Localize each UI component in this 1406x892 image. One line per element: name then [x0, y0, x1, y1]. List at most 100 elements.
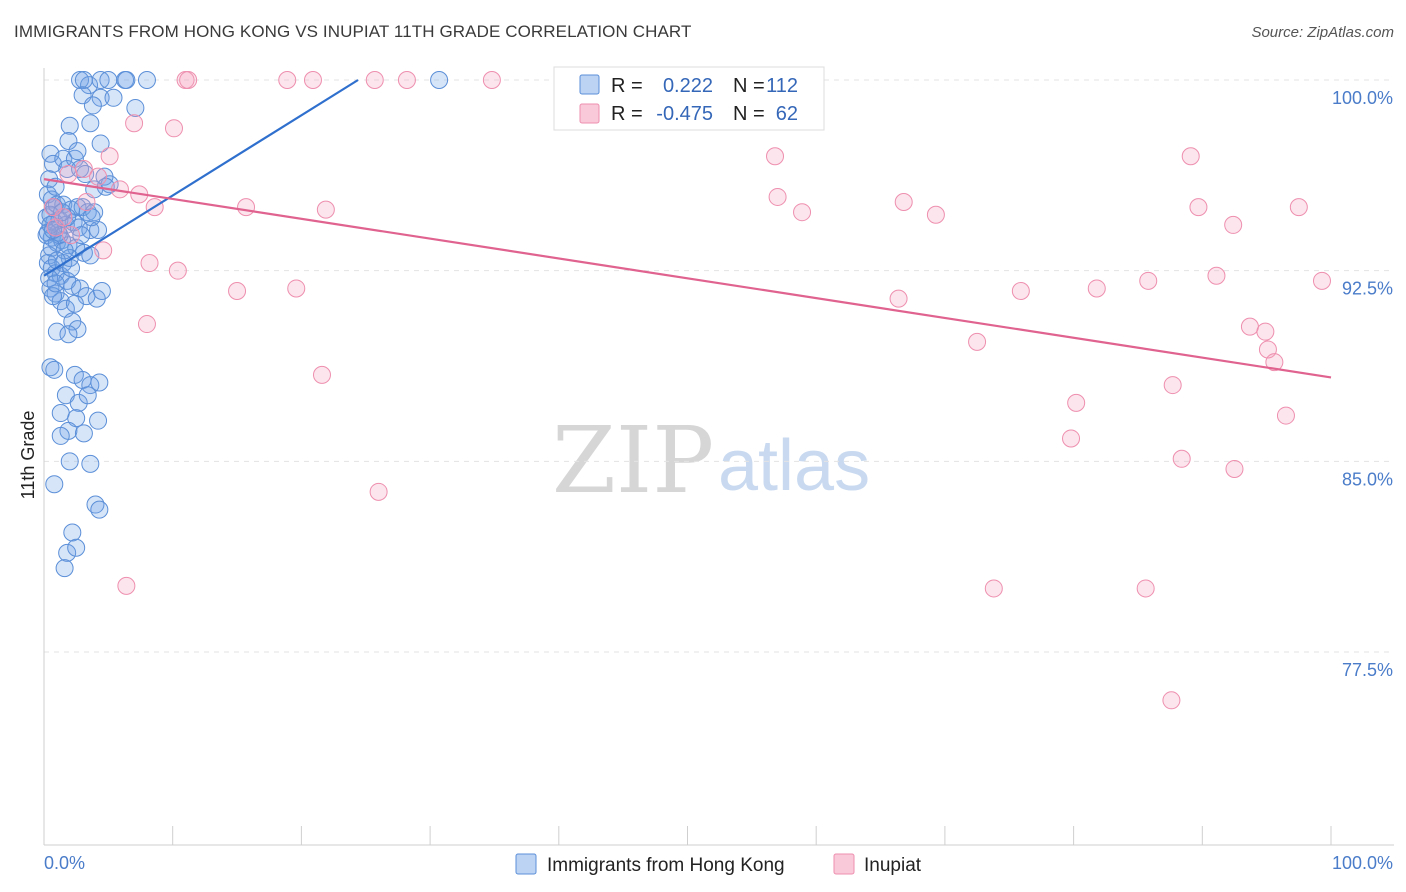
point-inupiat [968, 332, 987, 351]
point-hong-kong [51, 404, 70, 423]
legend-swatch-blue [579, 74, 600, 95]
point-inupiat [140, 254, 159, 273]
point-hong-kong [78, 386, 97, 405]
point-inupiat [1139, 271, 1158, 290]
gridlines [44, 79, 1394, 653]
point-inupiat [1062, 429, 1081, 448]
point-hong-kong [63, 523, 82, 542]
point-inupiat [228, 282, 247, 301]
point-hong-kong [90, 500, 109, 519]
point-hong-kong [89, 411, 108, 430]
point-inupiat [482, 71, 501, 89]
point-inupiat [137, 315, 156, 334]
point-hong-kong [44, 220, 63, 239]
point-hong-kong [82, 208, 101, 227]
point-hong-kong [430, 71, 449, 89]
point-hong-kong [71, 71, 90, 89]
trend-lines [43, 79, 1332, 379]
series-legend: Immigrants from Hong Kong Inupiat [515, 853, 922, 876]
watermark-zip: ZIP [552, 407, 714, 514]
legend-r-label-blue: R = [611, 75, 643, 97]
data-points [37, 71, 1331, 710]
point-inupiat [1276, 406, 1295, 425]
point-hong-kong [59, 325, 78, 344]
series-legend-label-hong-kong: Immigrants from Hong Kong [547, 855, 785, 876]
point-hong-kong [81, 454, 100, 473]
point-inupiat [1011, 282, 1030, 301]
point-hong-kong [55, 559, 74, 578]
point-hong-kong [137, 71, 156, 89]
point-hong-kong [91, 71, 110, 89]
point-hong-kong [60, 116, 79, 135]
y-tick-label: 92.5% [1342, 279, 1393, 299]
point-hong-kong [44, 154, 63, 173]
point-hong-kong [81, 114, 100, 133]
point-inupiat [1265, 353, 1284, 372]
y-tick-label: 77.5% [1342, 660, 1393, 680]
point-inupiat [77, 193, 96, 212]
point-inupiat [1181, 147, 1200, 166]
point-hong-kong [51, 426, 70, 445]
point-inupiat [1256, 322, 1275, 341]
point-hong-kong [45, 360, 64, 379]
point-inupiat [1172, 449, 1191, 468]
chart-title: IMMIGRANTS FROM HONG KONG VS INUPIAT 11T… [14, 22, 692, 41]
series-legend-swatch-hong-kong [515, 853, 537, 875]
trend-line-inupiat [43, 178, 1332, 379]
point-inupiat [168, 261, 187, 280]
point-inupiat [59, 165, 78, 184]
point-hong-kong [74, 71, 93, 89]
trend-line-hong-kong [43, 79, 359, 277]
point-hong-kong [47, 322, 66, 341]
legend-swatch-pink [579, 103, 600, 124]
point-hong-kong [68, 320, 87, 339]
legend-r-value-blue: 0.222 [663, 75, 713, 97]
point-inupiat [1312, 271, 1331, 290]
point-inupiat [793, 203, 812, 222]
point-inupiat [1289, 198, 1308, 217]
point-inupiat [312, 365, 331, 384]
point-inupiat [117, 576, 136, 595]
point-inupiat [46, 218, 65, 237]
point-inupiat [278, 71, 297, 89]
point-inupiat [1087, 279, 1106, 298]
series-legend-swatch-inupiat [833, 853, 855, 875]
point-inupiat [768, 187, 787, 206]
point-hong-kong [126, 98, 145, 117]
y-axis-label: 11th Grade [18, 411, 38, 500]
point-inupiat [54, 208, 73, 227]
point-inupiat [89, 167, 108, 186]
point-inupiat [316, 200, 335, 219]
point-inupiat [287, 279, 306, 298]
point-inupiat [766, 147, 785, 166]
point-inupiat [1162, 691, 1181, 710]
point-inupiat [1224, 215, 1243, 234]
point-inupiat [397, 71, 416, 89]
point-hong-kong [46, 274, 65, 293]
point-hong-kong [99, 71, 118, 89]
point-inupiat [1136, 579, 1155, 598]
point-inupiat [100, 147, 119, 166]
point-inupiat [125, 114, 144, 133]
series-legend-label-inupiat: Inupiat [864, 855, 922, 876]
x-tick-label-left: 0.0% [44, 853, 85, 873]
legend-n-value-pink: 62 [776, 103, 798, 125]
point-inupiat [1225, 459, 1244, 478]
point-inupiat [1189, 198, 1208, 217]
source-label: Source: ZipAtlas.com [1251, 24, 1394, 41]
point-hong-kong [83, 96, 102, 115]
legend-r-label-pink: R = [611, 103, 643, 125]
stats-legend: R = 0.222 N = 112 R = -0.475 N = 62 [553, 66, 825, 131]
point-inupiat [164, 119, 183, 138]
point-hong-kong [74, 424, 93, 443]
point-hong-kong [59, 132, 78, 151]
y-tick-labels: 100.0% 92.5% 85.0% 77.5% [1332, 88, 1393, 680]
point-hong-kong [68, 142, 87, 161]
point-inupiat [369, 482, 388, 501]
point-hong-kong [91, 134, 110, 153]
legend-r-value-pink: -0.475 [656, 103, 713, 125]
point-hong-kong [104, 88, 123, 107]
point-hong-kong [85, 203, 104, 222]
point-hong-kong [58, 543, 77, 562]
